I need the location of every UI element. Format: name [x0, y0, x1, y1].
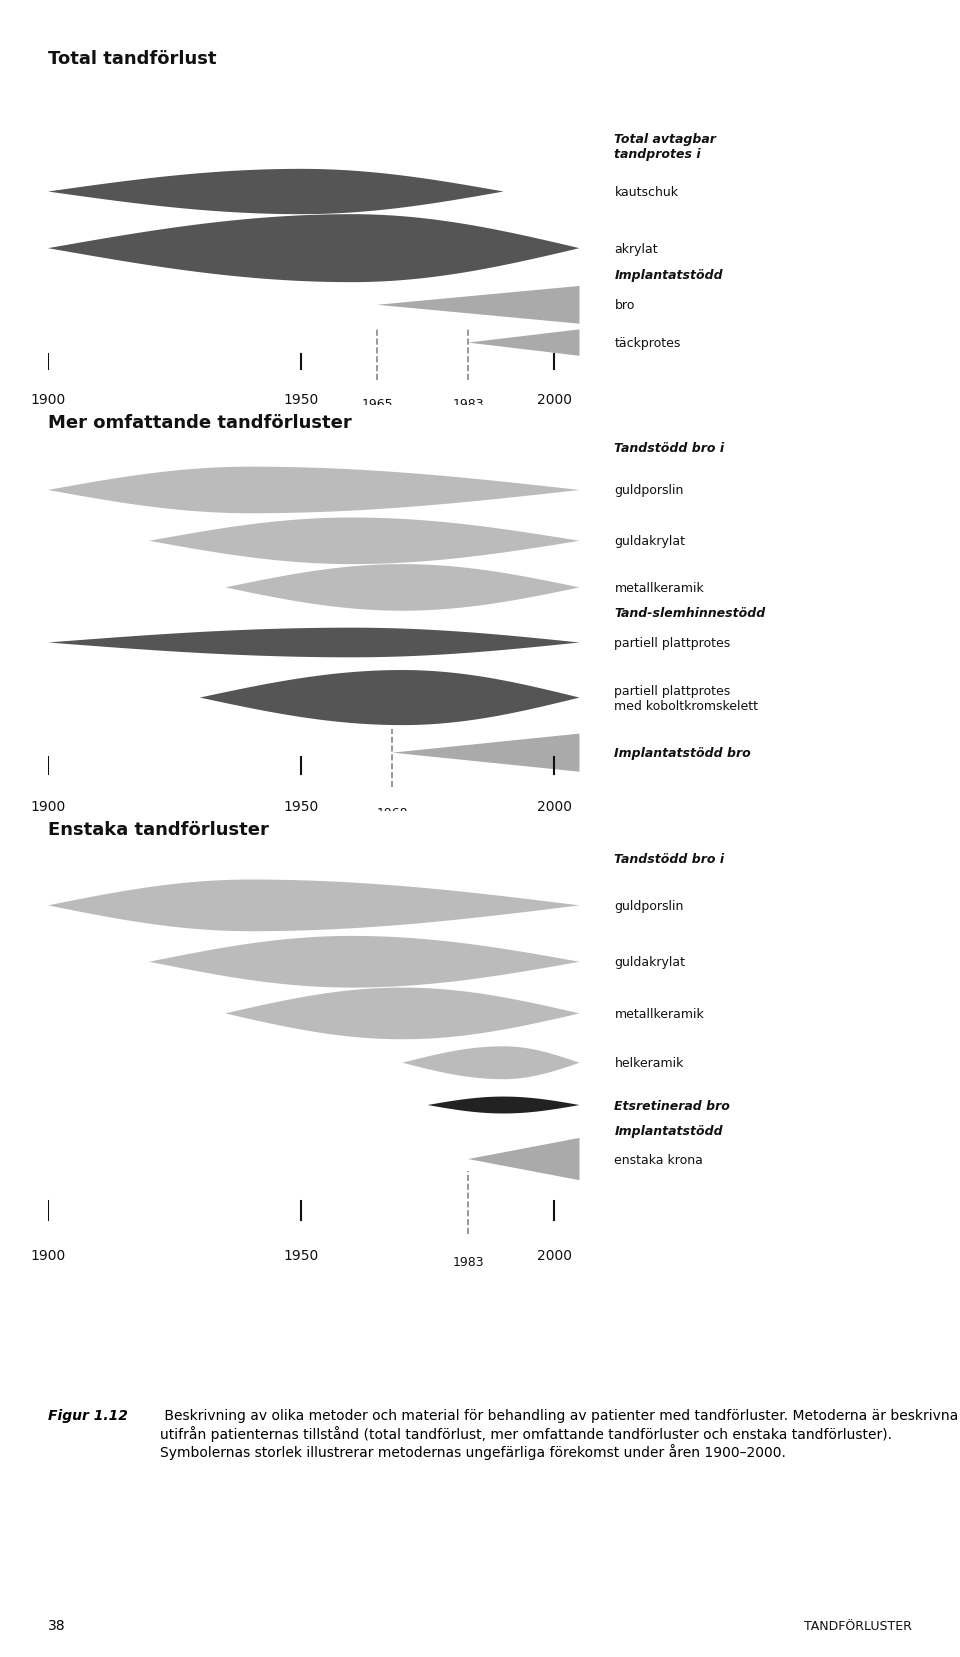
- Polygon shape: [468, 330, 580, 356]
- Text: 1983: 1983: [452, 1256, 484, 1269]
- Text: 1950: 1950: [283, 800, 319, 814]
- Text: partiell plattprotes
med koboltkromskelett: partiell plattprotes med koboltkromskele…: [614, 684, 758, 713]
- Text: Total tandförlust: Total tandförlust: [48, 50, 217, 68]
- Text: täckprotes: täckprotes: [614, 336, 681, 350]
- Text: Tand-slemhinnestödd: Tand-slemhinnestödd: [614, 606, 766, 620]
- Polygon shape: [200, 671, 580, 726]
- Polygon shape: [427, 1097, 580, 1114]
- Text: 1950: 1950: [283, 393, 319, 406]
- Text: Tandstödd bro i: Tandstödd bro i: [614, 442, 725, 454]
- Polygon shape: [226, 988, 580, 1039]
- Text: TANDFÖRLUSTER: TANDFÖRLUSTER: [804, 1619, 912, 1632]
- Polygon shape: [468, 1138, 580, 1180]
- Polygon shape: [48, 215, 580, 283]
- Text: Mer omfattande tandförluster: Mer omfattande tandförluster: [48, 414, 351, 432]
- Text: 2000: 2000: [537, 393, 572, 406]
- Polygon shape: [48, 169, 504, 215]
- Polygon shape: [402, 1047, 580, 1080]
- Text: guldakrylat: guldakrylat: [614, 535, 685, 548]
- Polygon shape: [48, 628, 580, 658]
- Text: Total avtagbar
tandprotes i: Total avtagbar tandprotes i: [614, 133, 716, 161]
- Text: 1968: 1968: [376, 805, 408, 819]
- Text: 1950: 1950: [283, 1249, 319, 1263]
- Text: enstaka krona: enstaka krona: [614, 1153, 704, 1167]
- Text: 1983: 1983: [452, 398, 484, 411]
- Text: 2000: 2000: [537, 1249, 572, 1263]
- Text: metallkeramik: metallkeramik: [614, 582, 704, 595]
- Text: Beskrivning av olika metoder och material för behandling av patienter med tandfö: Beskrivning av olika metoder och materia…: [160, 1408, 959, 1460]
- Text: Tandstödd bro i: Tandstödd bro i: [614, 852, 725, 865]
- Text: guldporslin: guldporslin: [614, 484, 684, 497]
- Text: 38: 38: [48, 1619, 65, 1632]
- Polygon shape: [393, 734, 580, 772]
- Text: guldporslin: guldporslin: [614, 900, 684, 913]
- Polygon shape: [48, 880, 580, 931]
- Text: 2000: 2000: [537, 800, 572, 814]
- Polygon shape: [48, 467, 580, 514]
- Text: Implantatstödd bro: Implantatstödd bro: [614, 747, 751, 759]
- Text: 1900: 1900: [31, 1249, 65, 1263]
- Text: helkeramik: helkeramik: [614, 1057, 684, 1070]
- Text: guldakrylat: guldakrylat: [614, 956, 685, 969]
- Text: 1965: 1965: [361, 398, 393, 411]
- Text: Figur 1.12: Figur 1.12: [48, 1408, 128, 1422]
- Text: akrylat: akrylat: [614, 242, 658, 255]
- Polygon shape: [377, 287, 580, 325]
- Text: Etsretinerad bro: Etsretinerad bro: [614, 1099, 731, 1112]
- Text: 1900: 1900: [31, 393, 65, 406]
- Text: Implantatstödd: Implantatstödd: [614, 268, 723, 282]
- Polygon shape: [149, 519, 580, 565]
- Text: metallkeramik: metallkeramik: [614, 1007, 704, 1021]
- Text: partiell plattprotes: partiell plattprotes: [614, 636, 731, 650]
- Text: Enstaka tandförluster: Enstaka tandförluster: [48, 820, 269, 838]
- Text: bro: bro: [614, 300, 635, 312]
- Polygon shape: [226, 565, 580, 611]
- Text: 1900: 1900: [31, 800, 65, 814]
- Polygon shape: [149, 936, 580, 988]
- Text: Implantatstödd: Implantatstödd: [614, 1125, 723, 1138]
- Text: kautschuk: kautschuk: [614, 186, 679, 199]
